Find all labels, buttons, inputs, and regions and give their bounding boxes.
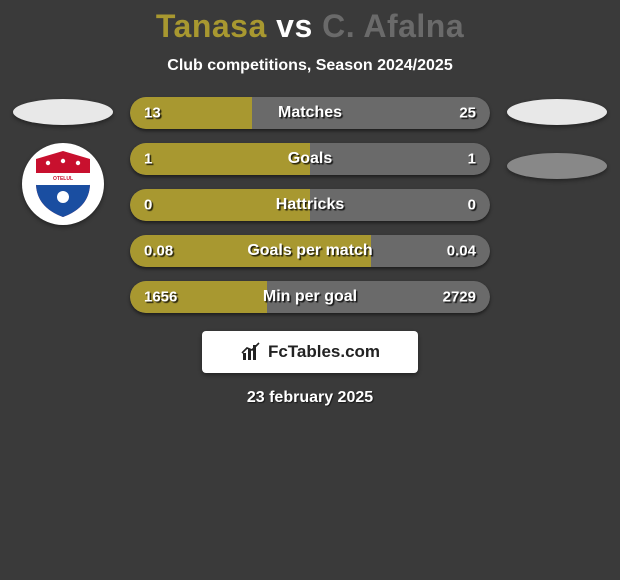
club-name-text: OTELUL <box>53 176 73 182</box>
stat-label: Goals <box>288 150 332 168</box>
snapshot-date: 23 february 2025 <box>0 389 620 407</box>
club-crest-icon: OTELUL <box>32 149 94 219</box>
left-side-column: OTELUL <box>8 97 118 225</box>
stat-value-right: 25 <box>459 105 476 122</box>
chart-icon <box>240 341 262 363</box>
stat-bar: 0 0 Hattricks <box>130 189 490 221</box>
stat-bar: 0.08 0.04 Goals per match <box>130 235 490 267</box>
stat-bar: 13 25 Matches <box>130 97 490 129</box>
stat-label: Matches <box>278 104 342 122</box>
stat-value-right: 0.04 <box>447 243 476 260</box>
stat-value-left: 13 <box>144 105 161 122</box>
widget-root: Tanasa vs C. Afalna Club competitions, S… <box>0 0 620 407</box>
stat-value-right: 0 <box>468 197 476 214</box>
player1-name: Tanasa <box>156 8 267 44</box>
brand-badge[interactable]: FcTables.com <box>202 331 418 373</box>
stat-label: Goals per match <box>247 242 372 260</box>
stat-value-left: 0 <box>144 197 152 214</box>
stat-label: Hattricks <box>276 196 344 214</box>
right-side-column <box>502 97 612 179</box>
stat-value-left: 1 <box>144 151 152 168</box>
player2-photo-placeholder <box>507 99 607 125</box>
page-title: Tanasa vs C. Afalna <box>0 8 620 45</box>
player2-club-placeholder <box>507 153 607 179</box>
subtitle: Club competitions, Season 2024/2025 <box>0 57 620 75</box>
stat-bar: 1 1 Goals <box>130 143 490 175</box>
player1-club-badge: OTELUL <box>22 143 104 225</box>
stat-bar: 1656 2729 Min per goal <box>130 281 490 313</box>
brand-text: FcTables.com <box>268 342 380 362</box>
stat-value-right: 1 <box>468 151 476 168</box>
player1-photo-placeholder <box>13 99 113 125</box>
vs-separator: vs <box>276 8 313 44</box>
content-row: OTELUL 13 25 Matches 1 1 Goals 0 0 Hattricks 0.08… <box>0 97 620 313</box>
stat-value-left: 1656 <box>144 289 177 306</box>
stat-label: Min per goal <box>263 288 357 306</box>
player2-name: C. Afalna <box>322 8 464 44</box>
stat-value-right: 2729 <box>443 289 476 306</box>
comparison-bars: 13 25 Matches 1 1 Goals 0 0 Hattricks 0.08 0.04 Goa… <box>130 97 490 313</box>
stat-value-left: 0.08 <box>144 243 173 260</box>
